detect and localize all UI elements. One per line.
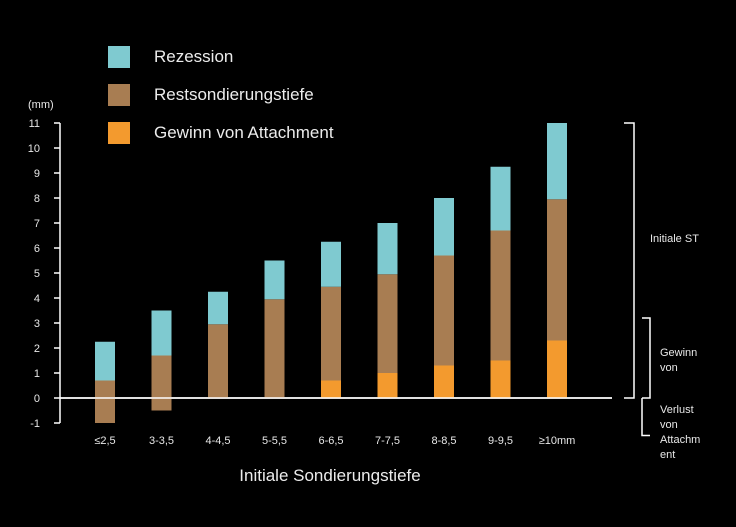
bracket-verlust bbox=[641, 398, 650, 437]
x-tick-label: 6-6,5 bbox=[318, 435, 343, 447]
x-tick-label: 3-3,5 bbox=[149, 435, 174, 447]
bar-segment-rezession bbox=[95, 341, 115, 381]
legend-item-rezession: Rezession bbox=[108, 38, 334, 76]
legend-label-rezession: Rezession bbox=[154, 47, 234, 66]
legend-swatch-gewinn bbox=[108, 122, 130, 144]
bar-segment-rezession bbox=[264, 260, 285, 300]
bracket-initiale-st bbox=[624, 122, 635, 399]
y-tick-label: 5 bbox=[34, 268, 40, 280]
bar-segment-restsondierungstiefe bbox=[547, 199, 567, 341]
bar-segment-restsondierungstiefe bbox=[208, 324, 228, 398]
legend-swatch-rezession bbox=[108, 46, 130, 68]
y-tick-label: 8 bbox=[34, 193, 40, 205]
legend-swatch-restsondierungstiefe bbox=[108, 84, 130, 106]
bar-segment-restsondierungstiefe bbox=[490, 230, 511, 361]
x-tick-label: 8-8,5 bbox=[431, 435, 456, 447]
bar-segment-restsondierungstiefe bbox=[264, 299, 285, 398]
y-tick-label: 0 bbox=[34, 393, 40, 405]
bar-segment-rezession bbox=[321, 241, 341, 287]
x-axis-title: Initiale Sondierungstiefe bbox=[239, 466, 421, 485]
annotation-gewinn-von: Gewinn von bbox=[660, 347, 698, 374]
legend-item-restsondierungstiefe: Restsondierungstiefe bbox=[108, 76, 334, 114]
annotation-initiale-st: Initiale ST bbox=[650, 233, 699, 245]
bar-segment-gewinn bbox=[434, 365, 454, 398]
x-tick-label: 9-9,5 bbox=[488, 435, 513, 447]
bar-segment-rezession bbox=[434, 198, 454, 256]
legend-label-restsondierungstiefe: Restsondierungstiefe bbox=[154, 85, 314, 104]
annotation-verlust-attachment: Verlust von Attachm ent bbox=[660, 404, 701, 461]
x-tick-label: ≤2,5 bbox=[94, 435, 115, 447]
y-tick-label: 1 bbox=[34, 368, 40, 380]
bar-segment-rezession bbox=[208, 291, 228, 325]
bar-segment-rezession bbox=[490, 166, 511, 231]
bar-segment-restsondierungstiefe bbox=[377, 274, 398, 373]
x-tick-label: 5-5,5 bbox=[262, 435, 287, 447]
y-tick-label: 6 bbox=[34, 243, 40, 255]
y-tick-label: 9 bbox=[34, 168, 40, 180]
chart-legend: Rezession Restsondierungstiefe Gewinn vo… bbox=[108, 38, 334, 152]
y-tick-label: -1 bbox=[30, 418, 40, 430]
bar-segment-restsondierungstiefe bbox=[434, 255, 454, 366]
legend-item-gewinn: Gewinn von Attachment bbox=[108, 114, 334, 152]
y-axis-unit-label: (mm) bbox=[28, 99, 54, 111]
bar-segment-gewinn bbox=[490, 360, 511, 398]
y-tick-label: 4 bbox=[34, 293, 40, 305]
bar-segment-rezession bbox=[547, 123, 567, 200]
bar-segment-gewinn bbox=[321, 380, 341, 398]
x-tick-label: ≥10mm bbox=[539, 435, 576, 447]
x-tick-label: 7-7,5 bbox=[375, 435, 400, 447]
y-tick-label: 2 bbox=[34, 343, 40, 355]
bracket-gewinn bbox=[642, 317, 651, 399]
bar-segment-gewinn bbox=[377, 373, 398, 398]
bar-segment-restsondierungstiefe bbox=[151, 355, 172, 411]
y-tick-label: 7 bbox=[34, 218, 40, 230]
legend-label-gewinn: Gewinn von Attachment bbox=[154, 123, 334, 142]
y-tick-label: 3 bbox=[34, 318, 40, 330]
bar-segment-gewinn bbox=[547, 340, 567, 398]
x-tick-label: 4-4,5 bbox=[205, 435, 230, 447]
bar-segment-restsondierungstiefe bbox=[321, 286, 341, 381]
y-tick-label: 11 bbox=[29, 118, 40, 130]
bar-segment-rezession bbox=[151, 310, 172, 356]
y-tick-label: 10 bbox=[28, 143, 40, 155]
bar-segment-rezession bbox=[377, 223, 398, 275]
bar-segment-restsondierungstiefe bbox=[95, 380, 115, 423]
